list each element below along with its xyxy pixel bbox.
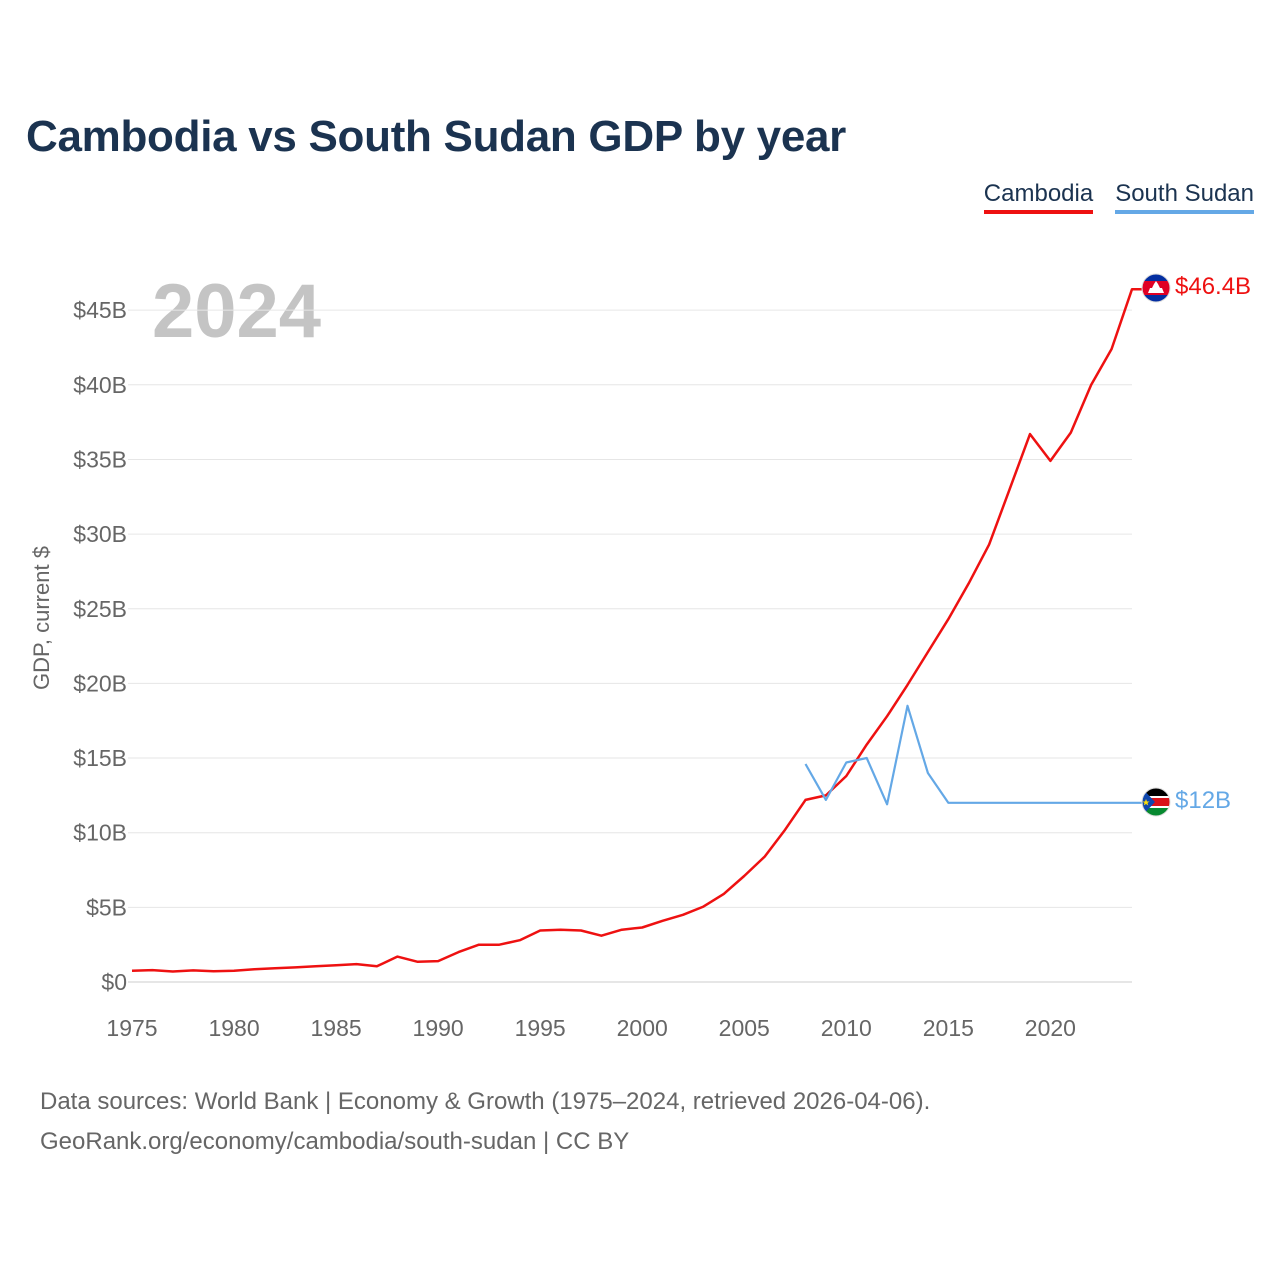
x-tick-label: 1990 bbox=[413, 1015, 464, 1041]
y-tick-label: $10B bbox=[73, 820, 127, 846]
y-axis-label: GDP, current $ bbox=[29, 546, 54, 690]
x-tick-label: 1985 bbox=[310, 1015, 361, 1041]
legend-item-south-sudan[interactable]: South Sudan bbox=[1115, 180, 1254, 214]
y-tick-label: $0 bbox=[101, 969, 127, 995]
legend-item-cambodia[interactable]: Cambodia bbox=[983, 180, 1094, 214]
y-tick-label: $35B bbox=[73, 446, 127, 472]
x-tick-label: 2000 bbox=[617, 1015, 668, 1041]
y-tick-label: $40B bbox=[73, 372, 127, 398]
x-tick-label: 2020 bbox=[1025, 1015, 1076, 1041]
x-tick-label: 2010 bbox=[821, 1015, 872, 1041]
cambodia-end-label: $46.4B bbox=[1175, 273, 1251, 300]
x-tick-label: 1975 bbox=[106, 1015, 157, 1041]
year-watermark: 2024 bbox=[152, 269, 322, 354]
south-sudan-end-label: $12B bbox=[1175, 787, 1231, 814]
source-url-text[interactable]: GeoRank.org/economy/cambodia/south-sudan… bbox=[40, 1128, 630, 1155]
y-tick-label: $25B bbox=[73, 596, 127, 622]
y-tick-label: $15B bbox=[73, 745, 127, 771]
data-source-text: Data sources: World Bank | Economy & Gro… bbox=[40, 1088, 931, 1115]
south-sudan-flag-icon bbox=[1142, 788, 1170, 816]
x-tick-label: 1995 bbox=[515, 1015, 566, 1041]
chart-title: Cambodia vs South Sudan GDP by year bbox=[26, 112, 847, 161]
footer: Data sources: World Bank | Economy & Gro… bbox=[40, 1082, 930, 1162]
y-tick-label: $30B bbox=[73, 521, 127, 547]
legend: Cambodia South Sudan bbox=[983, 180, 1254, 214]
y-tick-label: $5B bbox=[86, 894, 127, 920]
x-tick-label: 2005 bbox=[719, 1015, 770, 1041]
south-sudan-series-line bbox=[804, 704, 1156, 806]
cambodia-flag-icon bbox=[1142, 274, 1170, 302]
y-tick-label: $45B bbox=[73, 297, 127, 323]
x-tick-label: 2015 bbox=[923, 1015, 974, 1041]
x-tick-label: 1980 bbox=[208, 1015, 259, 1041]
cambodia-series-line bbox=[131, 287, 1156, 973]
y-tick-label: $20B bbox=[73, 670, 127, 696]
